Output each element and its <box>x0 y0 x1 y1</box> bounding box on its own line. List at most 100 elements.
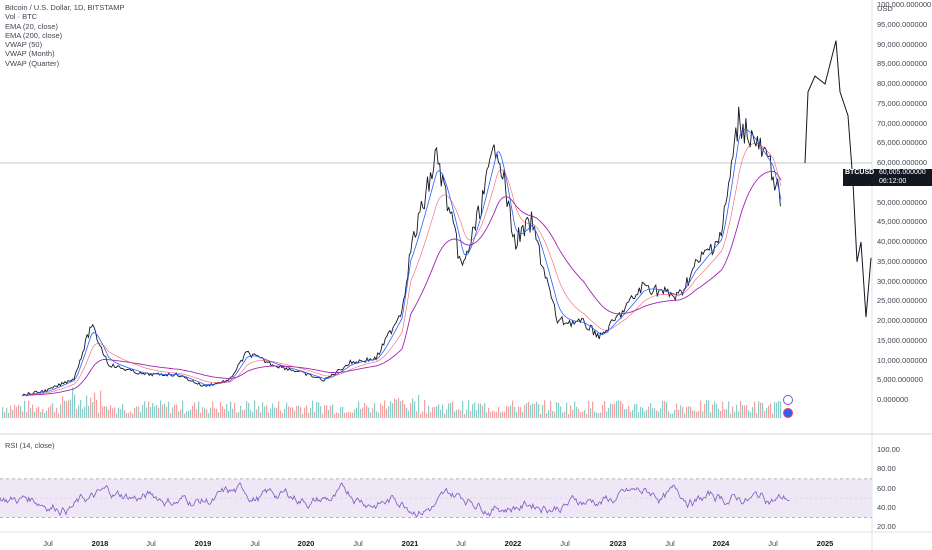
volume-bar <box>248 402 250 418</box>
event-flash-icon[interactable] <box>783 395 793 405</box>
volume-bar <box>526 402 528 418</box>
volume-bar <box>346 412 348 418</box>
volume-bar <box>460 410 462 418</box>
volume-bar <box>768 405 770 418</box>
volume-bar <box>140 412 142 418</box>
event-flag-icon[interactable] <box>783 408 793 418</box>
volume-bar <box>126 412 128 418</box>
volume-bar <box>38 406 40 418</box>
volume-bar <box>414 401 416 418</box>
volume-bar <box>536 401 538 418</box>
volume-bar <box>456 409 458 418</box>
price-axis-label: 80,000.000000 <box>877 79 928 88</box>
volume-bar <box>736 404 738 418</box>
rsi-title[interactable]: RSI (14, close) <box>5 441 55 450</box>
volume-bar <box>332 404 334 418</box>
volume-bar <box>238 412 240 418</box>
volume-bar <box>322 413 324 418</box>
volume-bar <box>250 410 252 418</box>
indicator-volume[interactable]: Vol · BTC <box>5 12 38 22</box>
volume-bar <box>228 410 230 418</box>
volume-bar <box>512 400 514 418</box>
volume-bar <box>738 411 740 418</box>
volume-bar <box>62 396 64 418</box>
volume-bar <box>524 404 526 418</box>
volume-bar <box>568 413 570 418</box>
volume-bar <box>302 413 304 418</box>
volume-bar <box>412 398 414 418</box>
volume-bar <box>166 406 168 418</box>
volume-bar <box>182 400 184 418</box>
volume-bar <box>574 401 576 418</box>
volume-bar <box>648 406 650 418</box>
volume-bar <box>296 406 298 418</box>
volume-bar <box>20 406 22 418</box>
volume-bar <box>202 407 204 418</box>
volume-bar <box>550 401 552 418</box>
time-axis-label: Jul <box>768 539 778 548</box>
volume-bar <box>288 406 290 418</box>
volume-bar <box>390 400 392 418</box>
volume-bar <box>684 413 686 418</box>
volume-bar <box>504 411 506 418</box>
time-axis-label: 2019 <box>194 539 212 548</box>
volume-bar <box>122 403 124 418</box>
volume-bar <box>612 404 614 418</box>
indicator-ema20[interactable]: EMA (20, close) <box>5 21 58 31</box>
volume-bar <box>398 397 400 418</box>
volume-bar <box>32 404 34 418</box>
volume-bar <box>186 411 188 418</box>
volume-bar <box>432 407 434 418</box>
volume-bar <box>572 409 574 418</box>
volume-bar <box>702 411 704 418</box>
price-axis-label: 25,000.000000 <box>877 296 928 306</box>
volume-bar <box>634 404 636 418</box>
indicator-vwap50[interactable]: VWAP (50) <box>5 40 43 50</box>
volume-bar <box>722 401 724 418</box>
volume-bar <box>280 410 282 418</box>
volume-bar <box>500 412 502 418</box>
volume-bar <box>24 400 26 418</box>
volume-bar <box>290 407 292 418</box>
volume-bar <box>746 405 748 418</box>
volume-bar <box>306 405 308 418</box>
volume-bar <box>180 409 182 418</box>
volume-bar <box>730 413 732 418</box>
volume-bar <box>420 413 422 418</box>
volume-bar <box>698 411 700 418</box>
volume-bar <box>40 411 42 418</box>
time-axis-label: 2025 <box>816 539 834 548</box>
volume-bar <box>676 403 678 418</box>
volume-bar <box>556 402 558 418</box>
volume-bar <box>748 410 750 418</box>
volume-bar <box>584 410 586 418</box>
volume-bar <box>192 405 194 418</box>
volume-bar <box>300 407 302 418</box>
currency-label[interactable]: USD <box>877 4 893 13</box>
indicator-ema200[interactable]: EMA (200, close) <box>5 30 63 40</box>
volume-bar <box>364 403 366 418</box>
volume-bar <box>566 402 568 418</box>
chart-title[interactable]: Bitcoin / U.S. Dollar, 1D, BITSTAMP <box>5 3 125 12</box>
volume-bar <box>714 401 716 418</box>
volume-bar <box>402 400 404 418</box>
volume-bar <box>444 413 446 418</box>
volume-bar <box>470 411 472 418</box>
indicator-vwap-quarter[interactable]: VWAP (Quarter) <box>5 58 60 68</box>
time-axis-label: Jul <box>43 539 53 548</box>
volume-bar <box>170 413 172 418</box>
volume-bar <box>700 400 702 418</box>
volume-bar <box>266 405 268 418</box>
volume-bar <box>196 409 198 418</box>
volume-bar <box>372 408 374 418</box>
volume-bar <box>176 404 178 418</box>
volume-bar <box>458 409 460 418</box>
volume-bar <box>158 407 160 418</box>
volume-bar <box>282 413 284 418</box>
volume-bar <box>478 403 480 418</box>
indicator-vwap-month[interactable]: VWAP (Month) <box>5 49 55 59</box>
volume-bar <box>528 401 530 418</box>
volume-bar <box>96 400 98 418</box>
volume-bar <box>78 405 80 418</box>
